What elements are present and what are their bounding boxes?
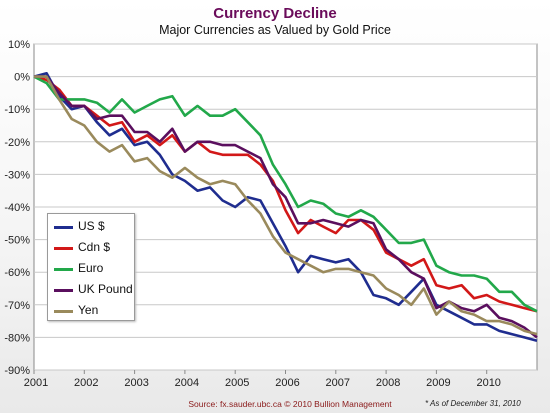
y-tick-label: 0% [14,72,30,84]
legend-label: Yen [78,303,99,317]
legend-swatch [54,310,73,313]
series-line-yen [34,75,538,336]
legend-swatch [54,289,73,292]
y-tick-label: -70% [4,300,30,312]
series-line-us [33,72,538,342]
y-tick-label: 10% [8,39,30,51]
legend-label: Cdn $ [78,240,111,254]
legend-swatch [54,247,73,250]
x-tick-label: 2002 [74,377,98,389]
chart-title: Currency Decline [213,5,337,22]
x-tick-label: 2009 [426,377,450,389]
as-of-note: * As of December 31, 2010 [425,399,521,408]
legend-item: Cdn $ [54,239,134,256]
legend-label: UK Pound [78,282,133,296]
y-tick-label: -90% [4,365,30,377]
x-axis-ticks: 2001 2002 2003 2004 2005 2006 2007 2008 2009 2010 [24,370,501,389]
x-tick-label: 2007 [326,377,350,389]
x-tick-label: 2010 [476,377,500,389]
x-tick-label: 2008 [376,377,400,389]
y-tick-label: -80% [4,332,30,344]
legend-item: UK Pound [54,281,134,298]
legend-item: US $ [54,218,134,235]
y-tick-label: -50% [4,235,30,247]
x-tick-label: 2006 [275,377,299,389]
y-tick-label: -40% [4,202,30,214]
x-tick-label: 2004 [175,377,199,389]
y-axis-ticks: 10% 0% -10% -20% -30% -40% -50% -60% -70% -80% -90… [4,39,30,377]
x-tick-label: 2005 [225,377,249,389]
x-tick-label: 2003 [124,377,148,389]
series-line-euro [33,75,538,313]
legend-swatch [54,226,73,229]
legend-label: Euro [78,261,104,275]
chart-subtitle: Major Currencies as Valued by Gold Price [159,23,391,37]
legend-item: Yen [54,302,134,319]
series-lines [33,72,538,342]
y-tick-label: -20% [4,137,30,149]
legend-item: Euro [54,260,134,277]
series-line-cdn [33,75,538,313]
legend-swatch [54,268,73,271]
y-tick-label: -30% [4,169,30,181]
x-tick-label: 2001 [24,377,48,389]
legend-label: US $ [78,219,105,233]
legend: US $ Cdn $ Euro UK Pound Yen [47,213,135,321]
source-note: Source: fx.sauder.ubc.ca © 2010 Bullion … [188,399,392,409]
y-tick-label: -60% [4,267,30,279]
y-tick-label: -10% [4,104,30,116]
